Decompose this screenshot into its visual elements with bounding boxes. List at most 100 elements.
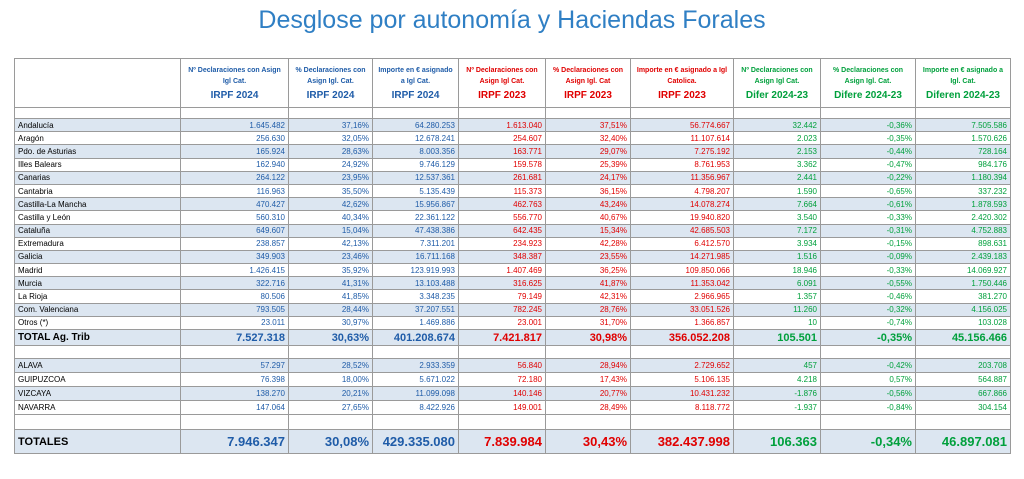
row-label: VIZCAYA (14, 386, 181, 401)
cell: 7.839.984 (458, 429, 546, 454)
cell: 28,63% (288, 144, 373, 159)
header-cell: Importe en € asignado a Igl Catolica. IRP… (630, 58, 734, 108)
cell: 32,40% (545, 131, 631, 146)
cell: 149.001 (458, 400, 546, 415)
cell: 337.232 (915, 183, 1011, 199)
cell: 4.218 (733, 372, 821, 387)
cell: 1.407.469 (458, 263, 546, 278)
table-row: ALAVA 57.297 28,52% 2.933.359 56.840 28,94% 2.… (14, 358, 1011, 373)
cell: 8.003.356 (372, 144, 459, 159)
cell: 140.146 (458, 386, 546, 401)
header-cell: Nº Declaraciones con Asign Igl Cat. Difer… (733, 58, 821, 108)
cell: 348.387 (458, 249, 546, 265)
header-cell: % Declaraciones con Asign Igl. Cat IRPF 2… (545, 58, 631, 108)
cell: 2.933.359 (372, 358, 459, 373)
table-row: TOTALES 7.946.347 30,08% 429.335.080 7.839.9… (14, 429, 1011, 454)
cell: 10.431.232 (630, 386, 734, 401)
cell: 3.362 (733, 157, 821, 172)
spacer-cell (372, 107, 459, 119)
cell: -0,15% (820, 236, 916, 251)
cell: 37,16% (288, 117, 373, 133)
cell: -1.937 (733, 400, 821, 415)
spacer-cell (733, 107, 821, 119)
cell: 11.099.098 (372, 386, 459, 401)
cell: 457 (733, 358, 821, 373)
cell: 18.946 (733, 263, 821, 278)
row-label: Castilla y León (14, 210, 181, 225)
cell: 7.664 (733, 197, 821, 212)
header-cell: Nº Declaraciones con Asign Igl Cat. IRPF … (458, 58, 546, 108)
spacer-cell (180, 107, 289, 119)
cell: 728.164 (915, 144, 1011, 159)
spacer-cell (288, 107, 373, 119)
header-label: Nº Declaraciones con Asign Igl Cat. (188, 67, 281, 85)
cell: 2.729.652 (630, 358, 734, 373)
header-label: % Declaraciones con Asign Igl. Cat (552, 67, 624, 85)
cell: 304.154 (915, 400, 1011, 415)
table-row: Castilla y León 560.310 40,34% 22.361.122 55… (14, 210, 1011, 225)
row-label: Otros (*) (14, 315, 181, 331)
cell: 470.427 (180, 197, 289, 212)
cell: 36,25% (545, 263, 631, 278)
cell: 41,87% (545, 276, 631, 291)
cell: 238.857 (180, 236, 289, 251)
row-label: Andalucía (14, 117, 181, 133)
cell: 11.260 (733, 302, 821, 317)
spacer-cell (458, 414, 546, 430)
header-period: IRPF 2023 (564, 90, 612, 101)
cell: 106.363 (733, 429, 821, 454)
cell: 32,05% (288, 131, 373, 146)
cell: 47.438.386 (372, 223, 459, 238)
cell: 43,24% (545, 197, 631, 212)
cell: 1.750.446 (915, 276, 1011, 291)
row-label: TOTALES (14, 429, 181, 454)
header-period: IRPF 2024 (306, 90, 355, 101)
header-period: Diferen 2024-23 (926, 90, 1000, 101)
cell: 27,65% (288, 400, 373, 415)
cell: 13.103.488 (372, 276, 459, 291)
spacer-cell (545, 345, 631, 359)
cell: 14.271.985 (630, 249, 734, 265)
cell: 30,08% (288, 429, 373, 454)
spacer-cell (915, 414, 1011, 430)
row-label: NAVARRA (14, 400, 181, 415)
header-label: Importe en € asignado a Igl Cat. (378, 67, 453, 85)
row-label: Illes Balears (14, 157, 181, 172)
cell: 147.064 (180, 400, 289, 415)
spacer-cell (733, 345, 821, 359)
table-row: Illes Balears 162.940 24,92% 9.746.129 159.5… (14, 157, 1011, 172)
row-label: Canarias (14, 170, 181, 185)
table-row: VIZCAYA 138.270 20,21% 11.099.098 140.146 20,… (14, 386, 1011, 401)
cell: 64.280.253 (372, 117, 459, 133)
cell: 782.245 (458, 302, 546, 317)
spacer-cell (372, 414, 459, 430)
row-label: Galicia (14, 249, 181, 265)
table-row: Canarias 264.122 23,95% 12.537.361 261.681 24… (14, 170, 1011, 185)
cell: 57.297 (180, 358, 289, 373)
spacer-row (14, 107, 1011, 119)
cell: 1.645.482 (180, 117, 289, 133)
cell: -0,44% (820, 144, 916, 159)
row-label: ALAVA (14, 358, 181, 373)
spacer-cell (915, 345, 1011, 359)
cell: 29,07% (545, 144, 631, 159)
title: Desglose por autonomía y Haciendas Foral… (258, 6, 766, 34)
cell: 56.840 (458, 358, 546, 373)
spacer-cell (458, 345, 546, 359)
cell: 17,43% (545, 372, 631, 387)
cell: 898.631 (915, 236, 1011, 251)
cell: -0,32% (820, 302, 916, 317)
cell: -0,33% (820, 210, 916, 225)
spacer-cell (820, 414, 916, 430)
cell: 322.716 (180, 276, 289, 291)
header-label: % Declaraciones con Asign Igl. Cat. (832, 67, 904, 85)
cell: -0,84% (820, 400, 916, 415)
cell: 15.956.867 (372, 197, 459, 212)
cell: 30,63% (288, 329, 373, 346)
header-cell: % Declaraciones con Asign Igl. Cat. Difer… (820, 58, 916, 108)
cell: 42.685.503 (630, 223, 734, 238)
spacer-cell (458, 107, 546, 119)
cell: 123.919.993 (372, 263, 459, 278)
header-label: Nº Declaraciones con Asign Igl Cat. (466, 67, 538, 85)
cell: 22.361.122 (372, 210, 459, 225)
